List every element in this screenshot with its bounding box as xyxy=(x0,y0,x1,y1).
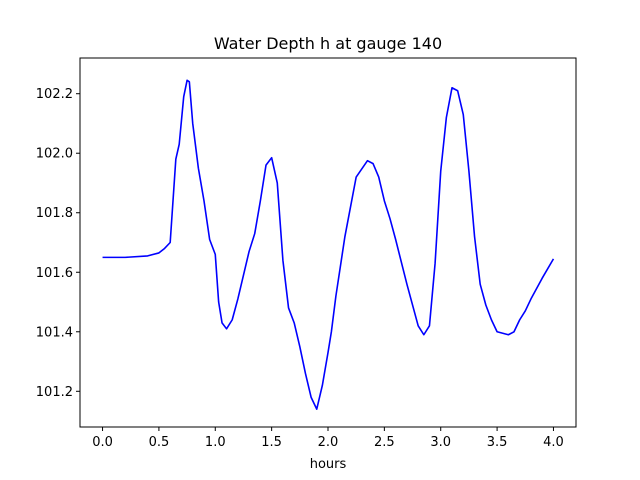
series-line-0 xyxy=(102,79,555,410)
axes-frame xyxy=(79,57,577,428)
x-tick-label: 2.0 xyxy=(318,435,339,450)
chart-title: Water Depth h at gauge 140 xyxy=(214,34,442,53)
y-tick-label: 102.0 xyxy=(36,147,73,162)
y-tick-label: 101.4 xyxy=(36,325,73,340)
y-tick-label: 101.2 xyxy=(36,385,73,400)
plot-area xyxy=(102,79,555,410)
x-tick-label: 1.0 xyxy=(205,435,226,450)
y-tick-label: 101.8 xyxy=(36,206,73,221)
x-tick-label: 3.0 xyxy=(430,435,451,450)
x-tick-label: 4.0 xyxy=(543,435,564,450)
y-tick-label: 101.6 xyxy=(36,266,73,281)
x-tick-label: 0.5 xyxy=(149,435,170,450)
y-axis: 101.2 101.4 101.6 101.8 102.0 102.2 xyxy=(36,87,80,400)
x-tick-label: 0.0 xyxy=(92,435,113,450)
x-tick-label: 1.5 xyxy=(261,435,282,450)
x-tick-label: 3.5 xyxy=(487,435,508,450)
x-tick-label: 2.5 xyxy=(374,435,395,450)
y-tick-label: 102.2 xyxy=(36,87,73,102)
x-axis-label: hours xyxy=(310,457,347,472)
x-axis: 0.0 0.5 1.0 1.5 2.0 2.5 3.0 3.5 4.0 xyxy=(92,427,564,450)
